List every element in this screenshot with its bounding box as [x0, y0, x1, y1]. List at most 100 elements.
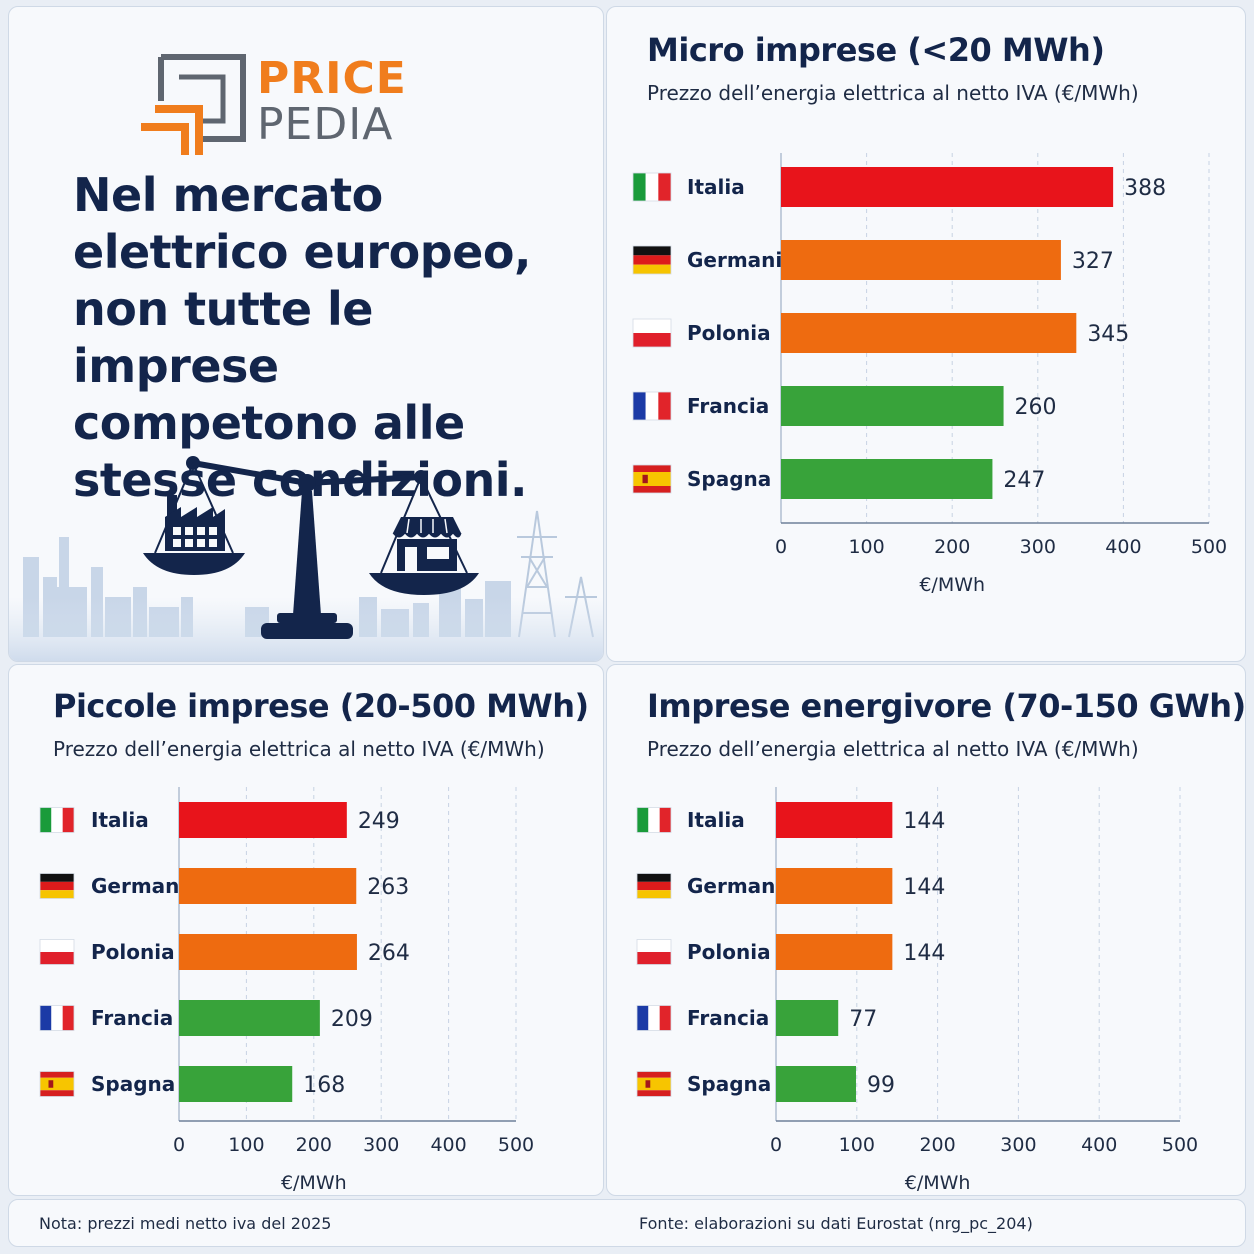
category-label: Francia	[687, 394, 769, 418]
spain-flag	[632, 464, 672, 494]
x-tick-label: 0	[173, 1134, 185, 1156]
category-label: Germania	[687, 248, 796, 272]
x-tick-label: 500	[1162, 1134, 1198, 1156]
bar	[179, 1000, 320, 1036]
headline-line: Nel mercato	[73, 168, 383, 222]
category-label: Polonia	[687, 321, 771, 345]
italy-flag	[632, 172, 672, 202]
category-label: Spagna	[687, 467, 771, 491]
category-label: Polonia	[687, 940, 771, 964]
x-tick-label: 0	[770, 1134, 782, 1156]
value-label: 264	[368, 941, 410, 966]
x-tick-label: 100	[848, 536, 884, 558]
x-axis-label: €/MWh	[905, 1172, 971, 1194]
x-tick-label: 100	[228, 1134, 264, 1156]
bar	[781, 167, 1114, 207]
france-flag	[636, 1005, 672, 1031]
category-label: Italia	[687, 175, 745, 199]
poland-flag	[39, 939, 75, 965]
x-tick-label: 300	[363, 1134, 399, 1156]
value-label: 263	[367, 875, 409, 900]
x-tick-label: 200	[919, 1134, 955, 1156]
logo-mark-icon	[141, 54, 246, 155]
footer-note: Nota: prezzi medi netto iva del 2025	[39, 1214, 332, 1233]
x-tick-label: 200	[296, 1134, 332, 1156]
x-tick-label: 500	[498, 1134, 534, 1156]
bar	[179, 1066, 293, 1102]
intro-panel: PRICE PEDIA Nel mercato elettrico europe…	[8, 6, 604, 662]
italy-flag	[636, 807, 672, 833]
shop-icon	[392, 517, 462, 571]
headline-line: non tutte le imprese	[73, 282, 374, 393]
chart-subtitle: Prezzo dell’energia elettrica al netto I…	[647, 737, 1139, 761]
france-flag	[39, 1005, 75, 1031]
factory-icon	[165, 495, 225, 551]
bar-chart-micro: 0 100 200 300 400 500 €/MWh Italia 388 Germania 32…	[632, 153, 1227, 596]
scale-illustration	[9, 456, 603, 661]
chart-panel-energy: Imprese energivore (70-150 GWh) Prezzo d…	[606, 664, 1246, 1196]
chart-title: Imprese energivore (70-150 GWh)	[647, 687, 1246, 725]
chart-subtitle: Prezzo dell’energia elettrica al netto I…	[53, 737, 545, 761]
chart-panel-micro: Micro imprese (<20 MWh) Prezzo dell’ener…	[606, 6, 1246, 662]
x-tick-label: 400	[1081, 1134, 1117, 1156]
value-label: 99	[867, 1073, 895, 1098]
bar	[781, 459, 993, 499]
value-label: 388	[1124, 176, 1166, 201]
bar	[776, 1000, 839, 1036]
value-label: 209	[331, 1007, 373, 1032]
x-tick-label: 0	[775, 536, 787, 558]
footer-source: Fonte: elaborazioni su dati Eurostat (nr…	[639, 1214, 1033, 1233]
logo-word-price: PRICE	[257, 53, 407, 104]
value-label: 77	[849, 1007, 877, 1032]
spain-flag	[39, 1071, 75, 1097]
pricepedia-logo: PRICE PEDIA	[139, 51, 409, 161]
bar	[179, 868, 357, 904]
poland-flag	[636, 939, 672, 965]
value-label: 168	[303, 1073, 345, 1098]
poland-flag	[632, 318, 672, 348]
x-axis-label: €/MWh	[281, 1172, 347, 1194]
balance-scale-icon	[143, 456, 479, 639]
spain-flag	[636, 1071, 672, 1097]
germany-flag	[636, 873, 672, 899]
value-label: 249	[358, 809, 400, 834]
value-label: 247	[1003, 468, 1045, 493]
value-label: 260	[1015, 395, 1057, 420]
x-tick-label: 400	[1105, 536, 1141, 558]
headline-line: competono alle	[73, 396, 465, 450]
bar	[776, 802, 893, 838]
bar	[776, 934, 893, 970]
chart-subtitle: Prezzo dell’energia elettrica al netto I…	[647, 81, 1139, 105]
value-label: 327	[1072, 249, 1114, 274]
italy-flag	[39, 807, 75, 833]
france-flag	[632, 391, 672, 421]
bar	[776, 868, 893, 904]
value-label: 144	[903, 875, 945, 900]
footer: Nota: prezzi medi netto iva del 2025 Fon…	[8, 1199, 1246, 1247]
bar	[179, 802, 347, 838]
value-label: 144	[903, 809, 945, 834]
headline-line: elettrico europeo,	[73, 225, 531, 279]
bar	[179, 934, 357, 970]
bar	[776, 1066, 856, 1102]
bar	[781, 313, 1077, 353]
germany-flag	[39, 873, 75, 899]
logo-word-pedia: PEDIA	[257, 99, 394, 150]
x-axis-label: €/MWh	[919, 574, 985, 596]
x-tick-label: 400	[430, 1134, 466, 1156]
category-label: Italia	[91, 808, 149, 832]
chart-title: Micro imprese (<20 MWh)	[647, 31, 1105, 69]
x-tick-label: 100	[839, 1134, 875, 1156]
germany-flag	[632, 245, 672, 275]
value-label: 144	[903, 941, 945, 966]
bar	[781, 386, 1004, 426]
x-tick-label: 300	[1020, 536, 1056, 558]
value-label: 345	[1087, 322, 1129, 347]
category-label: Francia	[687, 1006, 769, 1030]
chart-panel-small: Piccole imprese (20-500 MWh) Prezzo dell…	[8, 664, 604, 1196]
x-tick-label: 500	[1191, 536, 1227, 558]
x-tick-label: 300	[1000, 1134, 1036, 1156]
category-label: Italia	[687, 808, 745, 832]
